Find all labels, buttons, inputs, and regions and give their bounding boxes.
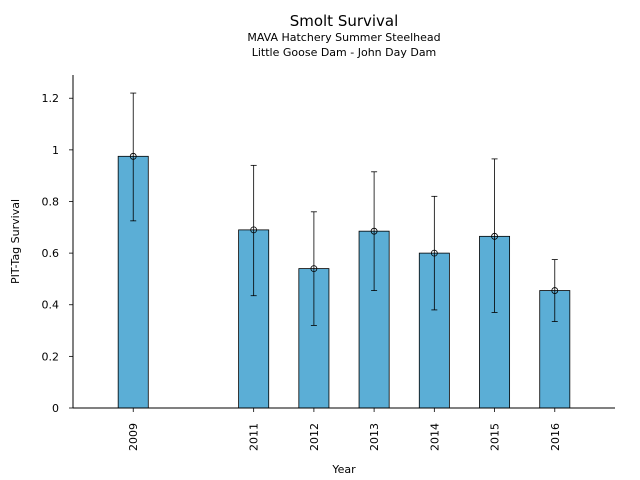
x-tick-label-2016: 2016 [549, 423, 562, 451]
y-tick-label-0.8: 0.8 [42, 195, 60, 208]
chart-subtitle-line-1: MAVA Hatchery Summer Steelhead [247, 31, 441, 44]
x-tick-label-2015: 2015 [489, 423, 502, 451]
y-axis-label: PIT-Tag Survival [9, 199, 22, 284]
data-point-2016 [551, 287, 559, 294]
data-point-2011 [250, 226, 258, 234]
y-tick-label-0: 0 [52, 402, 59, 415]
chart-subtitle-line-2: Little Goose Dam - John Day Dam [251, 46, 437, 59]
y-tick-label-0.2: 0.2 [42, 350, 60, 363]
y-tick-label-0.4: 0.4 [42, 299, 60, 312]
axes-group [72, 75, 615, 409]
x-tick-label-2014: 2014 [428, 423, 441, 451]
x-tick-label-2012: 2012 [308, 423, 321, 451]
data-point-2014 [430, 249, 438, 257]
y-tick-label-0.6: 0.6 [42, 247, 60, 260]
y-ticks-group: 0 0.2 0.4 0.6 0.8 1 1.2 [42, 92, 73, 415]
x-tick-label-2013: 2013 [368, 423, 381, 451]
x-tick-label-2009: 2009 [127, 423, 140, 451]
data-point-2012 [310, 265, 318, 273]
error-bars-group [129, 92, 559, 326]
chart-title: Smolt Survival [289, 12, 399, 30]
bars-group [117, 155, 571, 409]
y-tick-label-1: 1 [52, 144, 59, 157]
x-tick-label-2011: 2011 [248, 423, 261, 451]
data-point-2015 [491, 232, 498, 240]
y-tick-label-1.2: 1.2 [42, 92, 60, 105]
x-ticks-group: 2009 2011 2012 2013 2014 2015 2016 [127, 408, 562, 451]
x-axis-label: Year [331, 463, 356, 476]
data-point-2013 [370, 227, 378, 235]
data-point-2009 [129, 152, 137, 160]
